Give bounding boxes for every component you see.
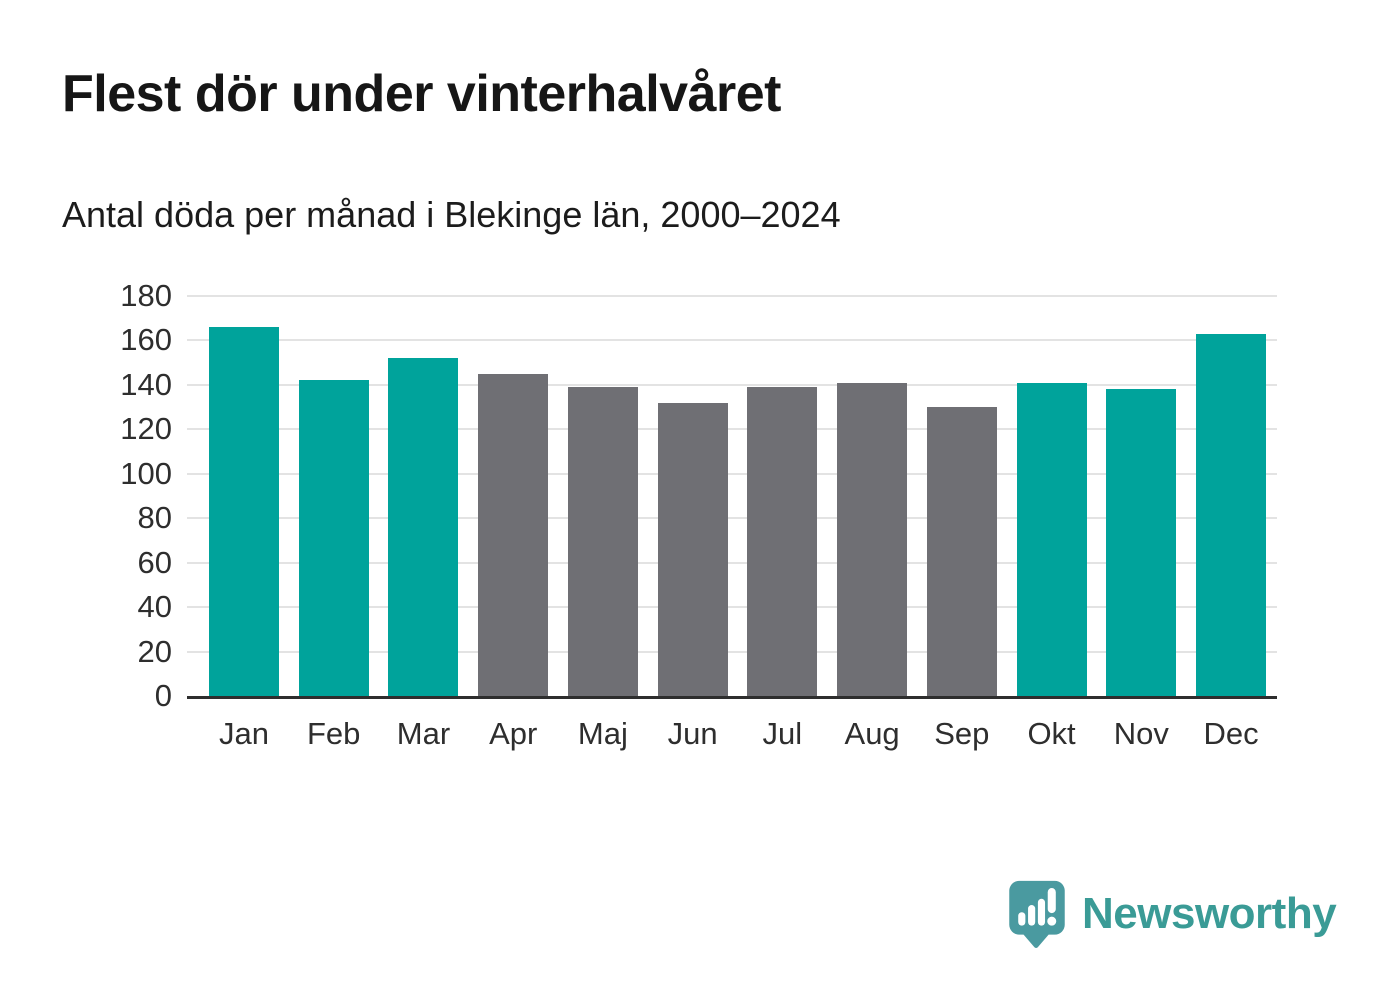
y-tick-label-20: 20 [137, 633, 172, 669]
x-tick-label-jan: Jan [219, 716, 269, 751]
gridline-y-160 [187, 339, 1277, 342]
x-tick-label-dec: Dec [1203, 716, 1259, 751]
y-axis: 0 20 40 60 80 100 120 140 160 180 [0, 279, 172, 713]
bar-aug [837, 383, 908, 696]
x-tick-label-okt: Okt [1027, 716, 1076, 751]
x-tick-label-aug: Aug [844, 716, 900, 751]
y-tick-label-160: 160 [120, 322, 172, 358]
bar-okt [1016, 383, 1087, 696]
x-tick-label-apr: Apr [489, 716, 538, 751]
newsworthy-logo-text: Newsworthy [1082, 889, 1337, 938]
bar-nov [1106, 389, 1177, 696]
y-tick-label-100: 100 [120, 455, 172, 491]
y-tick-label-180: 180 [120, 278, 172, 313]
x-tick-label-feb: Feb [307, 716, 361, 751]
x-tick-label-maj: Maj [577, 716, 628, 751]
bar-jan [209, 327, 279, 696]
bar-dec [1196, 334, 1267, 696]
bar-jul [747, 387, 818, 696]
bar-feb [298, 380, 369, 696]
chart-title: Flest dör under vinterhalvåret [62, 65, 781, 123]
bar-jun [657, 403, 728, 696]
x-tick-label-nov: Nov [1113, 716, 1169, 751]
newsworthy-logo-icon [1008, 880, 1066, 948]
y-tick-label-120: 120 [120, 411, 172, 447]
chart-subtitle: Antal döda per månad i Blekinge län, 200… [62, 194, 841, 235]
gridline-y-100 [187, 472, 1277, 475]
gridline-y-20 [187, 650, 1277, 653]
brand-footer: Newsworthy [1008, 880, 1337, 948]
y-tick-label-0: 0 [154, 678, 172, 713]
bar-maj [567, 387, 638, 696]
gridline-y-120 [187, 428, 1277, 431]
x-tick-label-mar: Mar [396, 716, 451, 751]
x-tick-label-jun: Jun [667, 716, 718, 751]
gridline-y-60 [187, 561, 1277, 564]
bar-sep [926, 407, 997, 696]
y-tick-label-140: 140 [120, 366, 172, 402]
y-tick-label-40: 40 [137, 589, 172, 625]
y-tick-label-80: 80 [137, 500, 172, 536]
x-tick-label-jul: Jul [762, 716, 803, 751]
x-tick-label-sep: Sep [934, 716, 990, 751]
plot-area [187, 295, 1277, 699]
gridline-y-80 [187, 517, 1277, 520]
bar-apr [478, 374, 549, 696]
gridline-y-140 [187, 383, 1277, 386]
gridline-y-180 [187, 295, 1277, 297]
x-axis: Jan Feb Mar Apr Maj Jun Jul Aug Sep Okt Nov Dec [187, 716, 1277, 760]
logo-bubble-shape [1009, 880, 1065, 948]
bar-mar [388, 358, 459, 696]
y-tick-label-60: 60 [137, 544, 172, 580]
gridline-y-40 [187, 606, 1277, 609]
